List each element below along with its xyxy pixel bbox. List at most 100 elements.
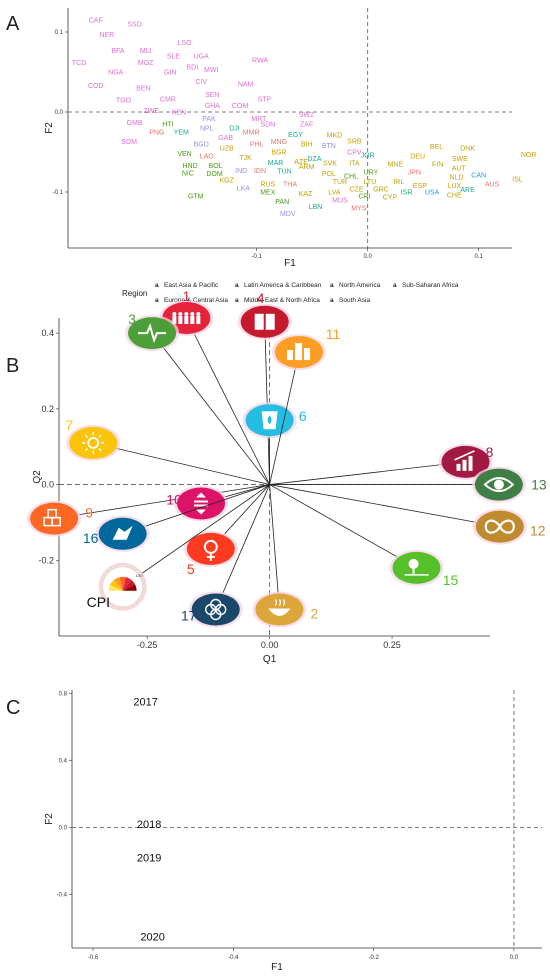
country-label-aut: AUT (452, 166, 467, 173)
country-label-deu: DEU (410, 154, 425, 161)
country-label-mys: MYS (351, 206, 367, 213)
bar-2 (462, 459, 467, 471)
sdg-10-label: 10 (166, 492, 182, 508)
bar-1 (456, 463, 461, 471)
country-label-cmr: CMR (160, 97, 176, 104)
ring-right (215, 603, 227, 616)
book-page-right (265, 313, 275, 330)
sdg-6-label: 6 (299, 408, 307, 424)
down-arrow (196, 509, 207, 515)
people-icon (172, 312, 201, 324)
legend-key-a: a (235, 282, 239, 289)
country-label-nic: NIC (182, 170, 194, 177)
loading-arrow-12 (269, 484, 500, 528)
country-label-chl: CHL (344, 174, 358, 181)
country-label-bgr: BGR (271, 150, 286, 157)
country-label-tha: THA (283, 182, 297, 189)
loading-arrow-3 (151, 332, 270, 485)
country-label-som: SOM (121, 139, 137, 146)
country-label-aus: AUS (485, 182, 500, 189)
year-label-2020: 2020 (140, 931, 164, 943)
gender-icon (203, 539, 218, 561)
country-label-mwi: MWI (204, 67, 218, 74)
tree-trunk (412, 567, 415, 574)
country-label-cod: COD (88, 83, 104, 90)
country-label-bih: BIH (301, 142, 313, 149)
person-head (190, 312, 195, 316)
y-axis-title: F2 (44, 122, 55, 134)
country-label-aze: AZE (294, 159, 308, 166)
country-label-can: CAN (471, 173, 486, 180)
country-label-rwa: RWA (252, 58, 268, 65)
sdg-5-label: 5 (187, 561, 195, 577)
country-label-egy: EGY (288, 132, 303, 139)
bowl-icon (268, 599, 291, 616)
country-label-rus: RUS (260, 182, 275, 189)
country-label-tcd: TCD (72, 60, 86, 67)
country-label-irl: IRL (393, 179, 404, 186)
country-label-civ: CIV (195, 79, 207, 86)
country-label-pol: POL (322, 171, 336, 178)
legend-label: South Asia (339, 297, 370, 304)
sdg-17-label: 17 (181, 608, 197, 624)
book-icon (254, 313, 275, 330)
country-label-lao: LAO (200, 154, 215, 161)
country-label-mmr: MMR (243, 130, 260, 137)
bowl-shape (268, 608, 291, 616)
y-tick-label: 0.8 (59, 691, 68, 697)
globe-pupil (493, 479, 504, 490)
person-body (190, 316, 195, 324)
country-label-ven: VEN (177, 151, 191, 158)
country-label-svk: SVK (323, 161, 337, 168)
sdg-4-label: 4 (257, 290, 265, 306)
sun-ray (84, 434, 89, 438)
country-label-esp: ESP (413, 183, 427, 190)
year-label-2017: 2017 (133, 697, 157, 709)
dove-shape (112, 525, 133, 540)
y-tick-label: 0.4 (41, 328, 54, 338)
sdg-8-label: 8 (486, 444, 494, 460)
cubes-icon (43, 508, 61, 527)
country-label-idn: IDN (254, 168, 266, 175)
city-icon (286, 343, 310, 361)
pulse-line (138, 323, 167, 344)
cpi-label: CPI (87, 594, 110, 610)
sun-core (87, 437, 100, 449)
heartbeat-icon (138, 323, 167, 344)
country-label-lva: LVA (328, 190, 341, 197)
sdg-9-label: 9 (85, 505, 93, 521)
legend-key-a: a (155, 282, 159, 289)
sun-icon (82, 431, 105, 454)
legend-key-a: a (330, 297, 334, 304)
up-arrow (196, 492, 207, 498)
country-label-caf: CAF (89, 18, 103, 25)
sdg-12-label: 12 (530, 523, 546, 539)
country-label-kaz: KAZ (299, 191, 313, 198)
country-label-bdi: BDI (186, 65, 198, 72)
sun-ray (98, 434, 102, 438)
country-label-ind: IND (235, 168, 247, 175)
panel-c-letter: C (6, 697, 20, 719)
sdg-16-label: 16 (83, 530, 99, 546)
x-tick-label: 0.0 (364, 254, 373, 260)
loading-arrow-11 (269, 351, 300, 485)
country-label-ssd: SSD (127, 22, 141, 29)
steam-lines (274, 599, 286, 606)
country-label-dom: DOM (206, 171, 223, 178)
x-tick-label: -0.4 (228, 955, 239, 961)
country-label-tur: TUR (333, 179, 347, 186)
x-tick-label: -0.6 (88, 955, 99, 961)
country-label-usa: USA (425, 190, 440, 197)
country-label-npl: NPL (200, 126, 214, 133)
country-label-bfa: BFA (111, 48, 125, 55)
tree-crown (408, 558, 419, 569)
country-label-cyp: CYP (383, 194, 398, 201)
y-tick-label: 0.0 (41, 480, 54, 490)
growth-icon (454, 450, 475, 471)
country-label-lux: LUX (447, 183, 461, 190)
panel-c-scatter: -0.6 -0.4 -0.2 0.0 0.8 0.4 0.0 -0.4 F1 F2 2017 2018… (44, 690, 542, 973)
country-label-jpn: JPN (408, 170, 421, 177)
legend-label: East Asia & Pacific (164, 282, 219, 289)
country-label-mrt: MRT (251, 116, 267, 123)
country-label-gab: GAB (218, 135, 233, 142)
